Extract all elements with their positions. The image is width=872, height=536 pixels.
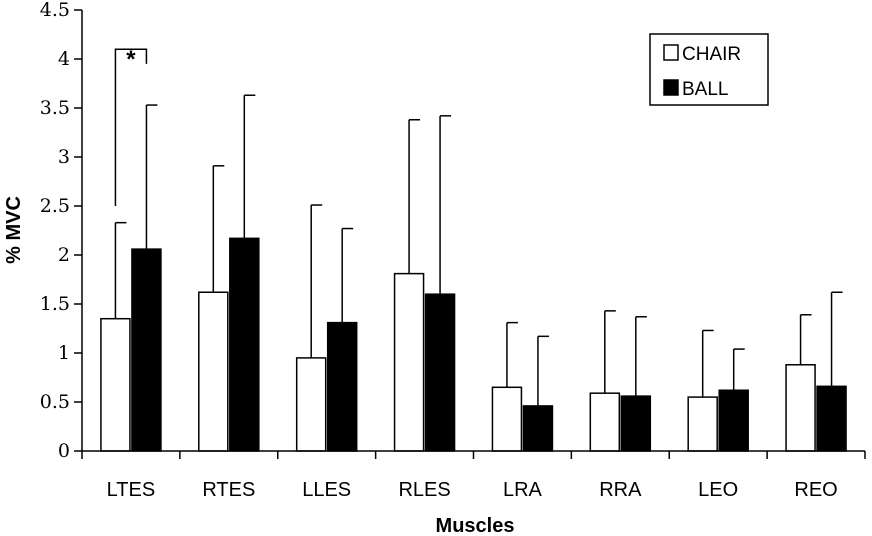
- x-tick-label: RLES: [398, 479, 450, 501]
- chair-bar-lra: [491, 386, 523, 452]
- significance-star: *: [126, 46, 136, 73]
- y-tick-label: 1.5: [40, 293, 70, 315]
- y-tick-label: 2.5: [40, 195, 70, 217]
- legend-swatch-ball: [663, 79, 679, 96]
- chair-bar-ltes: [100, 317, 131, 452]
- ball-bar-rtes: [229, 237, 260, 452]
- ball-bar-leo: [718, 389, 749, 452]
- y-tick-label: 2: [58, 244, 70, 266]
- y-tick-label: 0.5: [40, 391, 70, 413]
- ball-bar-rra: [620, 395, 652, 452]
- legend: CHAIR BALL: [649, 33, 769, 106]
- chair-bar-rtes: [198, 291, 229, 452]
- chair-bar-rles: [393, 272, 425, 452]
- y-tick-label: 1: [58, 342, 70, 364]
- x-tick-label: LTES: [107, 479, 156, 501]
- y-axis-ticks: 0 0.5 1 1.5 2 2.5 3 3.5 4 4.5: [40, 0, 82, 462]
- y-axis-title: % MVC: [3, 196, 25, 264]
- y-tick-label: 0: [58, 440, 70, 462]
- significance-annotation: *: [114, 46, 148, 206]
- axes: [81, 10, 866, 459]
- chair-bar-lles: [295, 357, 327, 452]
- ball-bar-lles: [326, 321, 358, 452]
- x-tick-label: LEO: [698, 479, 738, 501]
- x-tick-label: RTES: [202, 479, 255, 501]
- x-tick-label: REO: [794, 479, 837, 501]
- x-tick-label: RRA: [599, 479, 642, 501]
- y-tick-label: 3.5: [40, 97, 70, 119]
- ball-bar-ltes: [131, 248, 162, 452]
- y-tick-label: 4: [58, 48, 70, 70]
- chair-bar-reo: [785, 364, 816, 452]
- x-tick-label: LLES: [302, 479, 351, 501]
- error-bars: [114, 94, 843, 406]
- legend-label-ball: BALL: [682, 79, 728, 100]
- ball-bar-reo: [816, 385, 847, 452]
- x-axis-title: Muscles: [436, 515, 515, 536]
- chair-bar-rra: [589, 392, 621, 452]
- chair-bar-leo: [687, 396, 718, 452]
- y-tick-label: 3: [58, 146, 70, 168]
- significance-bracket: [114, 48, 148, 206]
- legend-label-chair: CHAIR: [682, 44, 741, 65]
- x-axis-labels: LTES RTES LLES RLES LRA RRA LEO REO: [107, 479, 838, 501]
- ball-bar-lra: [522, 405, 554, 452]
- ball-bar-rles: [424, 293, 456, 452]
- legend-swatch-chair: [663, 44, 679, 61]
- y-tick-label: 4.5: [40, 0, 70, 21]
- x-tick-label: LRA: [503, 479, 543, 501]
